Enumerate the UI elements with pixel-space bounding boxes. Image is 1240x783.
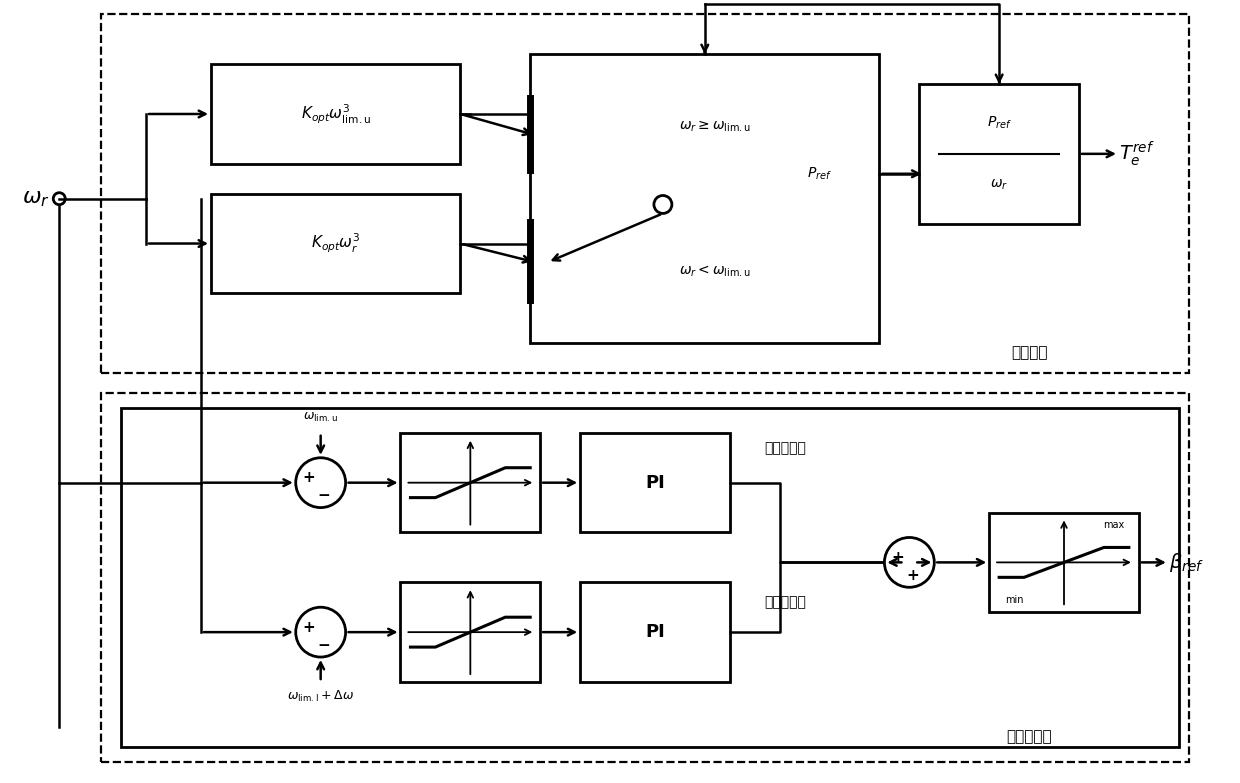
Text: $\omega_r < \omega_{\rm lim.u}$: $\omega_r < \omega_{\rm lim.u}$ bbox=[678, 263, 750, 279]
Text: PI: PI bbox=[645, 623, 665, 641]
Text: max: max bbox=[1104, 520, 1125, 529]
Text: min: min bbox=[1004, 595, 1023, 605]
Bar bbox=[211, 64, 460, 164]
Bar bbox=[919, 84, 1079, 224]
Text: −: − bbox=[317, 637, 330, 652]
Text: $\omega_{\rm lim.u}$: $\omega_{\rm lim.u}$ bbox=[303, 411, 339, 424]
Ellipse shape bbox=[295, 608, 346, 657]
Bar bbox=[531, 54, 879, 343]
Text: $K_{opt}\omega_r^3$: $K_{opt}\omega_r^3$ bbox=[311, 232, 361, 255]
Text: $\omega_{\rm lim.l}+\Delta\omega$: $\omega_{\rm lim.l}+\Delta\omega$ bbox=[288, 689, 355, 705]
Bar bbox=[401, 433, 541, 532]
Text: $K_{opt}\omega_{\rm lim.u}^3$: $K_{opt}\omega_{\rm lim.u}^3$ bbox=[300, 103, 371, 125]
Text: 转矩调节: 转矩调节 bbox=[1011, 345, 1048, 361]
Text: 上调桨距角: 上调桨距角 bbox=[765, 441, 806, 455]
Text: +: + bbox=[906, 568, 919, 583]
Text: 下调桨距角: 下调桨距角 bbox=[765, 595, 806, 609]
Bar bbox=[990, 513, 1138, 612]
Text: $T_e^{ref}$: $T_e^{ref}$ bbox=[1118, 139, 1154, 168]
Text: $P_{ref}$: $P_{ref}$ bbox=[807, 165, 832, 182]
Text: −: − bbox=[317, 488, 330, 503]
Text: $\omega_r$: $\omega_r$ bbox=[990, 177, 1008, 192]
Bar bbox=[580, 433, 730, 532]
Text: PI: PI bbox=[645, 474, 665, 492]
Bar bbox=[401, 583, 541, 682]
Text: +: + bbox=[892, 550, 904, 565]
Bar bbox=[102, 14, 1189, 373]
Bar bbox=[580, 583, 730, 682]
Text: 桨距角调节: 桨距角调节 bbox=[1007, 729, 1052, 745]
Bar bbox=[211, 193, 460, 294]
Text: $P_{ref}$: $P_{ref}$ bbox=[987, 115, 1012, 132]
Bar bbox=[102, 393, 1189, 762]
Text: $\omega_r \geq \omega_{\rm lim.u}$: $\omega_r \geq \omega_{\rm lim.u}$ bbox=[678, 119, 750, 134]
Text: +: + bbox=[303, 471, 315, 485]
Text: $\omega_r$: $\omega_r$ bbox=[22, 189, 50, 209]
Ellipse shape bbox=[884, 537, 934, 587]
Text: +: + bbox=[303, 619, 315, 635]
Ellipse shape bbox=[295, 458, 346, 507]
Bar bbox=[122, 408, 1179, 747]
Text: $\beta_{ref}$: $\beta_{ref}$ bbox=[1169, 551, 1204, 574]
